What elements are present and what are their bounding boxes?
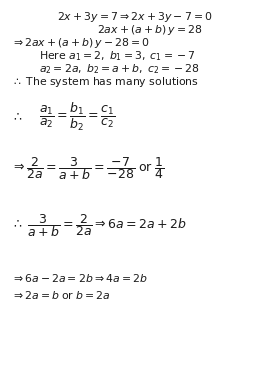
Text: $a_2 = 2a,\;b_2 = a + b,\;c_2 = -28$: $a_2 = 2a,\;b_2 = a + b,\;c_2 = -28$ <box>39 63 200 77</box>
Text: $2x + 3y = 7 \Rightarrow 2x + 3y - 7 = 0$: $2x + 3y = 7 \Rightarrow 2x + 3y - 7 = 0… <box>57 10 212 24</box>
Text: $\Rightarrow 6a - 2a = 2b \Rightarrow 4a = 2b$: $\Rightarrow 6a - 2a = 2b \Rightarrow 4a… <box>10 272 147 284</box>
Text: $2ax + (a + b)\,y = 28$: $2ax + (a + b)\,y = 28$ <box>97 23 203 37</box>
Text: $\Rightarrow 2ax + (a + b)\,y - 28 = 0$: $\Rightarrow 2ax + (a + b)\,y - 28 = 0$ <box>10 36 150 50</box>
Text: $\dfrac{a_1}{a_2} = \dfrac{b_1}{b_2} = \dfrac{c_1}{c_2}$: $\dfrac{a_1}{a_2} = \dfrac{b_1}{b_2} = \… <box>39 100 115 132</box>
Text: Here $a_1 = 2,\;b_1 = 3,\;c_1 = -7$: Here $a_1 = 2,\;b_1 = 3,\;c_1 = -7$ <box>39 49 196 63</box>
Text: $\therefore$: $\therefore$ <box>10 110 22 123</box>
Text: $\therefore$ The system has many solutions: $\therefore$ The system has many solutio… <box>10 75 199 89</box>
Text: $\Rightarrow 2a = b\;\mathrm{or}\;b = 2a$: $\Rightarrow 2a = b\;\mathrm{or}\;b = 2a… <box>10 288 110 300</box>
Text: $\therefore\;\dfrac{3}{a+b} = \dfrac{2}{2a} \Rightarrow 6a = 2a + 2b$: $\therefore\;\dfrac{3}{a+b} = \dfrac{2}{… <box>10 212 186 239</box>
Text: $\Rightarrow \dfrac{2}{2a} = \dfrac{3}{a+b} = \dfrac{-7}{-28}\;\mathrm{or}\;\dfr: $\Rightarrow \dfrac{2}{2a} = \dfrac{3}{a… <box>10 155 164 182</box>
